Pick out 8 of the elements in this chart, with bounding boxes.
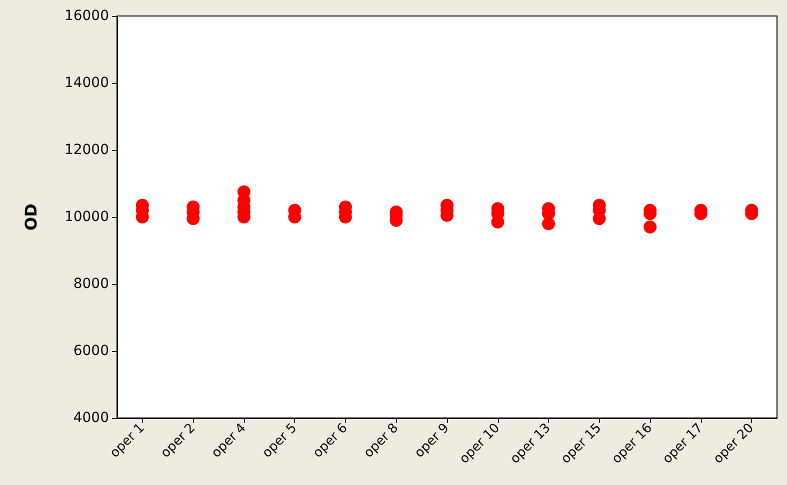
y-axis-title: OD <box>22 204 40 230</box>
y-tick-label: 10000 <box>64 209 109 225</box>
y-tick-label: 16000 <box>64 8 109 24</box>
y-tick-label: 12000 <box>64 142 109 158</box>
y-tick-label: 14000 <box>64 75 109 91</box>
y-tick-label: 4000 <box>73 410 109 426</box>
y-tick-label: 6000 <box>73 343 109 359</box>
y-tick-label: 8000 <box>73 276 109 292</box>
